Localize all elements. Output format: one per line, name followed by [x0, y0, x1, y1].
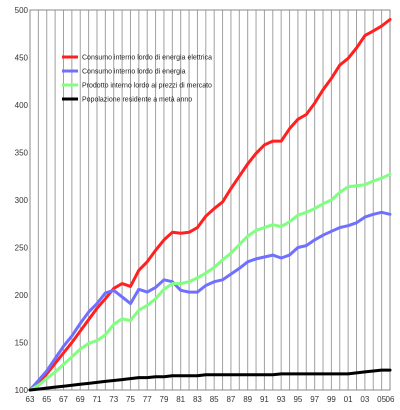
- plot-frame: [29, 9, 391, 391]
- legend-label: Consumo interno lordo di energia elettri…: [82, 55, 212, 62]
- x-axis-ticks: 63 65 67 69 71 73 75 77 79 81 83 85 87 89 91 93 95 97 99 01…: [26, 395, 395, 404]
- x-tick-label: 77: [143, 395, 152, 404]
- x-tick-label: 01: [344, 395, 353, 404]
- legend-label: Prodotto interno lordo ai prezzi di merc…: [82, 83, 212, 90]
- series-line-1: [28, 18, 392, 392]
- x-tick-label: 99: [327, 395, 336, 404]
- x-tick-label: 69: [76, 395, 85, 404]
- y-tick-label: 250: [15, 244, 29, 253]
- plot-background: [30, 10, 390, 390]
- x-tick-label: 95: [293, 395, 302, 404]
- series-line-4: [28, 368, 392, 392]
- x-tick-label: 81: [176, 395, 185, 404]
- x-tick-label: 89: [243, 395, 252, 404]
- x-tick-label: 03: [360, 395, 369, 404]
- x-tick-label: 75: [126, 395, 135, 404]
- x-tick-label: 91: [260, 395, 269, 404]
- legend-label: Consumo interno lordo di energia: [82, 69, 186, 76]
- x-tick-label: 83: [193, 395, 202, 404]
- x-tick-label: 67: [59, 395, 68, 404]
- x-tick-label: 65: [42, 395, 51, 404]
- x-tick-label: 79: [160, 395, 169, 404]
- series-line-2: [28, 210, 392, 392]
- y-tick-label: 100: [15, 386, 29, 395]
- x-tick-label: 87: [226, 395, 235, 404]
- x-tick-label: 71: [93, 395, 102, 404]
- series-line-3: [28, 172, 392, 392]
- y-tick-label: 350: [15, 149, 29, 158]
- x-tick-label: 73: [109, 395, 118, 404]
- y-tick-label: 450: [15, 54, 29, 63]
- series-layer: [28, 18, 392, 392]
- x-tick-label: 63: [26, 395, 35, 404]
- x-tick-label: 97: [310, 395, 319, 404]
- y-tick-label: 200: [15, 291, 29, 300]
- grid-lines: [37, 10, 383, 390]
- y-axis-ticks: 100 150 200 250 300 350 400 450 500: [15, 6, 29, 395]
- legend: Consumo interno lordo di energia elettri…: [62, 55, 212, 104]
- legend-label: Popolazione residente a metà anno: [82, 97, 192, 104]
- y-tick-label: 150: [15, 339, 29, 348]
- y-tick-label: 300: [15, 196, 29, 205]
- x-tick-label: 05: [377, 395, 386, 404]
- x-tick-label: 85: [210, 395, 219, 404]
- x-tick-label: 93: [277, 395, 286, 404]
- x-tick-label: 06: [386, 395, 395, 404]
- y-tick-label: 400: [15, 101, 29, 110]
- y-tick-label: 500: [15, 6, 29, 15]
